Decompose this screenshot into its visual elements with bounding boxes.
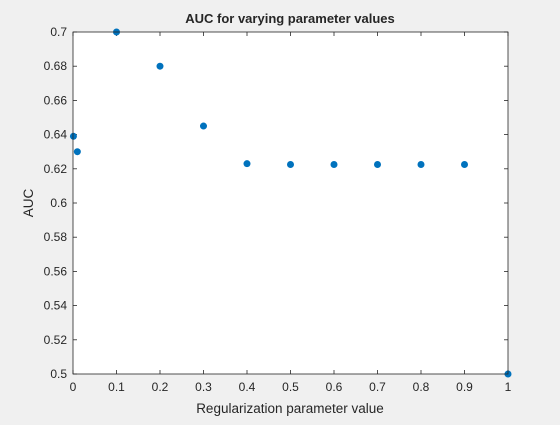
data-point: [417, 161, 425, 169]
x-axis-label: Regularization parameter value: [196, 401, 384, 416]
x-tick-label: 1: [505, 380, 512, 394]
y-tick-label: 0.56: [44, 264, 68, 278]
x-tick-label: 0: [70, 380, 77, 394]
y-tick-label: 0.68: [44, 59, 68, 73]
y-tick-label: 0.62: [44, 162, 68, 176]
data-point: [200, 122, 207, 130]
y-tick-label: 0.64: [44, 128, 68, 142]
y-tick-label: 0.58: [44, 230, 68, 244]
x-tick-label: 0.1: [108, 380, 125, 394]
y-axis-label: AUC: [21, 189, 36, 218]
y-tick-label: 0.66: [44, 93, 68, 107]
data-point: [156, 62, 164, 70]
y-tick-label: 0.6: [50, 196, 67, 210]
x-tick-label: 0.6: [326, 380, 343, 394]
x-tick-label: 0.9: [456, 380, 473, 394]
data-point: [243, 160, 251, 168]
y-tick-label: 0.7: [50, 25, 67, 39]
data-point: [69, 132, 77, 140]
x-tick-label: 0.3: [195, 380, 212, 394]
x-tick-label: 0.4: [239, 380, 256, 394]
data-points: [69, 28, 512, 378]
plot-box: [72, 31, 509, 375]
data-point: [330, 161, 338, 169]
y-tick-label: 0.54: [44, 299, 68, 313]
y-tick-label: 0.5: [50, 367, 67, 381]
x-tick-label: 0.5: [282, 380, 299, 394]
x-tick-label: 0.7: [369, 380, 386, 394]
y-tick-label: 0.52: [44, 333, 68, 347]
data-point: [287, 161, 294, 169]
x-tick-label: 0.2: [152, 380, 169, 394]
axis-ticks: 0 0.1 0.2 0.3 0.4 0.5 0.6 0.7 0.8 0.9 1 0.5 0.52 0.54…: [44, 25, 512, 394]
plot-area: [73, 32, 508, 374]
data-point: [461, 161, 468, 169]
data-point: [374, 161, 381, 169]
chart-title: AUC for varying parameter values: [185, 11, 395, 26]
x-tick-label: 0.8: [413, 380, 430, 394]
data-point: [73, 148, 81, 156]
